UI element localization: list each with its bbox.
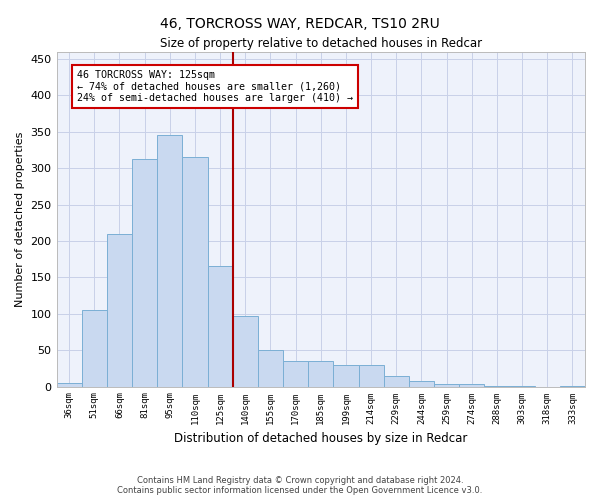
Bar — [334, 366, 359, 386]
Text: 46 TORCROSS WAY: 125sqm
← 74% of detached houses are smaller (1,260)
24% of semi: 46 TORCROSS WAY: 125sqm ← 74% of detache… — [77, 70, 353, 103]
Bar — [383, 376, 409, 386]
Bar — [459, 384, 484, 386]
Title: Size of property relative to detached houses in Redcar: Size of property relative to detached ho… — [160, 38, 482, 51]
Text: Contains HM Land Registry data © Crown copyright and database right 2024.
Contai: Contains HM Land Registry data © Crown c… — [118, 476, 482, 495]
Bar — [82, 310, 107, 386]
Bar — [434, 384, 459, 386]
X-axis label: Distribution of detached houses by size in Redcar: Distribution of detached houses by size … — [174, 432, 467, 445]
Text: 46, TORCROSS WAY, REDCAR, TS10 2RU: 46, TORCROSS WAY, REDCAR, TS10 2RU — [160, 18, 440, 32]
Bar — [157, 136, 182, 386]
Bar — [208, 266, 233, 386]
Bar — [107, 234, 132, 386]
Y-axis label: Number of detached properties: Number of detached properties — [15, 132, 25, 307]
Bar — [56, 383, 82, 386]
Bar — [359, 366, 383, 386]
Bar — [283, 361, 308, 386]
Bar — [182, 156, 208, 386]
Bar — [233, 316, 258, 386]
Bar — [409, 382, 434, 386]
Bar — [258, 350, 283, 387]
Bar — [308, 361, 334, 386]
Bar — [132, 158, 157, 386]
